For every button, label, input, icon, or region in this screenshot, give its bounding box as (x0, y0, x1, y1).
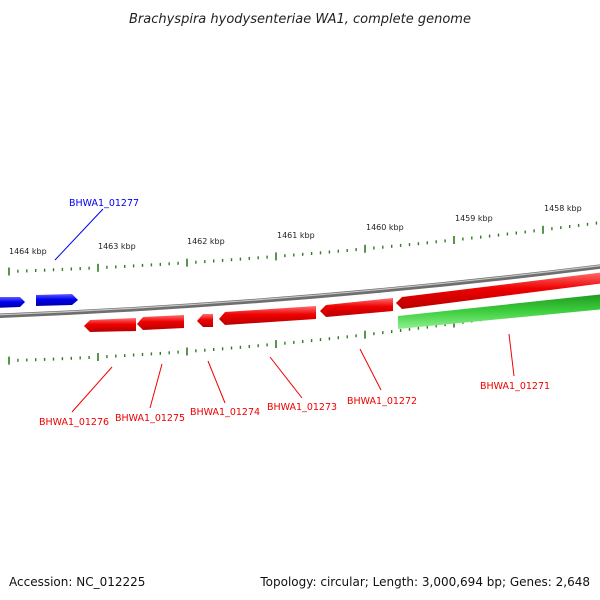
outer-tick-ring (8, 221, 598, 276)
map-title: Brachyspira hyodysenteriae WA1, complete… (129, 12, 471, 27)
gene-label-01275[interactable]: BHWA1_01275 (115, 413, 185, 424)
gene-label-01273[interactable]: BHWA1_01273 (267, 402, 337, 413)
rna-gene-feature[interactable] (398, 294, 600, 329)
gene-bhwa1-01277[interactable] (0, 294, 78, 308)
scale-label-1460: 1460 kbp (366, 223, 404, 232)
leader-01274 (207, 360, 226, 404)
gene-bhwa1-01271-feature[interactable] (396, 272, 600, 309)
leader-01271 (508, 333, 515, 377)
gene-bhwa1-01273-feature[interactable] (219, 306, 316, 325)
scale-label-1463: 1463 kbp (98, 242, 136, 251)
leader-01273 (269, 356, 303, 399)
scale-label-1459: 1459 kbp (455, 214, 493, 223)
gene-bhwa1-01276-feature[interactable] (84, 318, 136, 332)
gene-label-01274[interactable]: BHWA1_01274 (190, 407, 260, 418)
gene-bhwa1-01274-feature[interactable] (197, 314, 213, 327)
gene-label-01276[interactable]: BHWA1_01276 (39, 417, 109, 428)
genome-summary-text: Topology: circular; Length: 3,000,694 bp… (259, 575, 590, 589)
gene-bhwa1-01272-feature[interactable] (320, 298, 393, 317)
leader-01272 (359, 348, 382, 391)
scale-label-1461: 1461 kbp (277, 231, 315, 240)
scale-label-1462: 1462 kbp (187, 237, 225, 246)
scale-label-1464: 1464 kbp (9, 247, 47, 256)
leader-01275 (149, 363, 163, 409)
gene-bhwa1-01275-feature[interactable] (137, 315, 184, 330)
leader-01277 (54, 208, 104, 261)
accession-text: Accession: NC_012225 (9, 575, 145, 589)
gene-label-01271[interactable]: BHWA1_01271 (480, 381, 550, 392)
gene-label-01272[interactable]: BHWA1_01272 (347, 396, 417, 407)
genome-backbone (0, 264, 600, 319)
gene-label-01277[interactable]: BHWA1_01277 (69, 198, 139, 209)
label-leaders (54, 208, 515, 413)
genome-backbone-highlight (0, 265, 600, 316)
leader-01276 (71, 366, 113, 413)
scale-label-1458: 1458 kbp (544, 204, 582, 213)
